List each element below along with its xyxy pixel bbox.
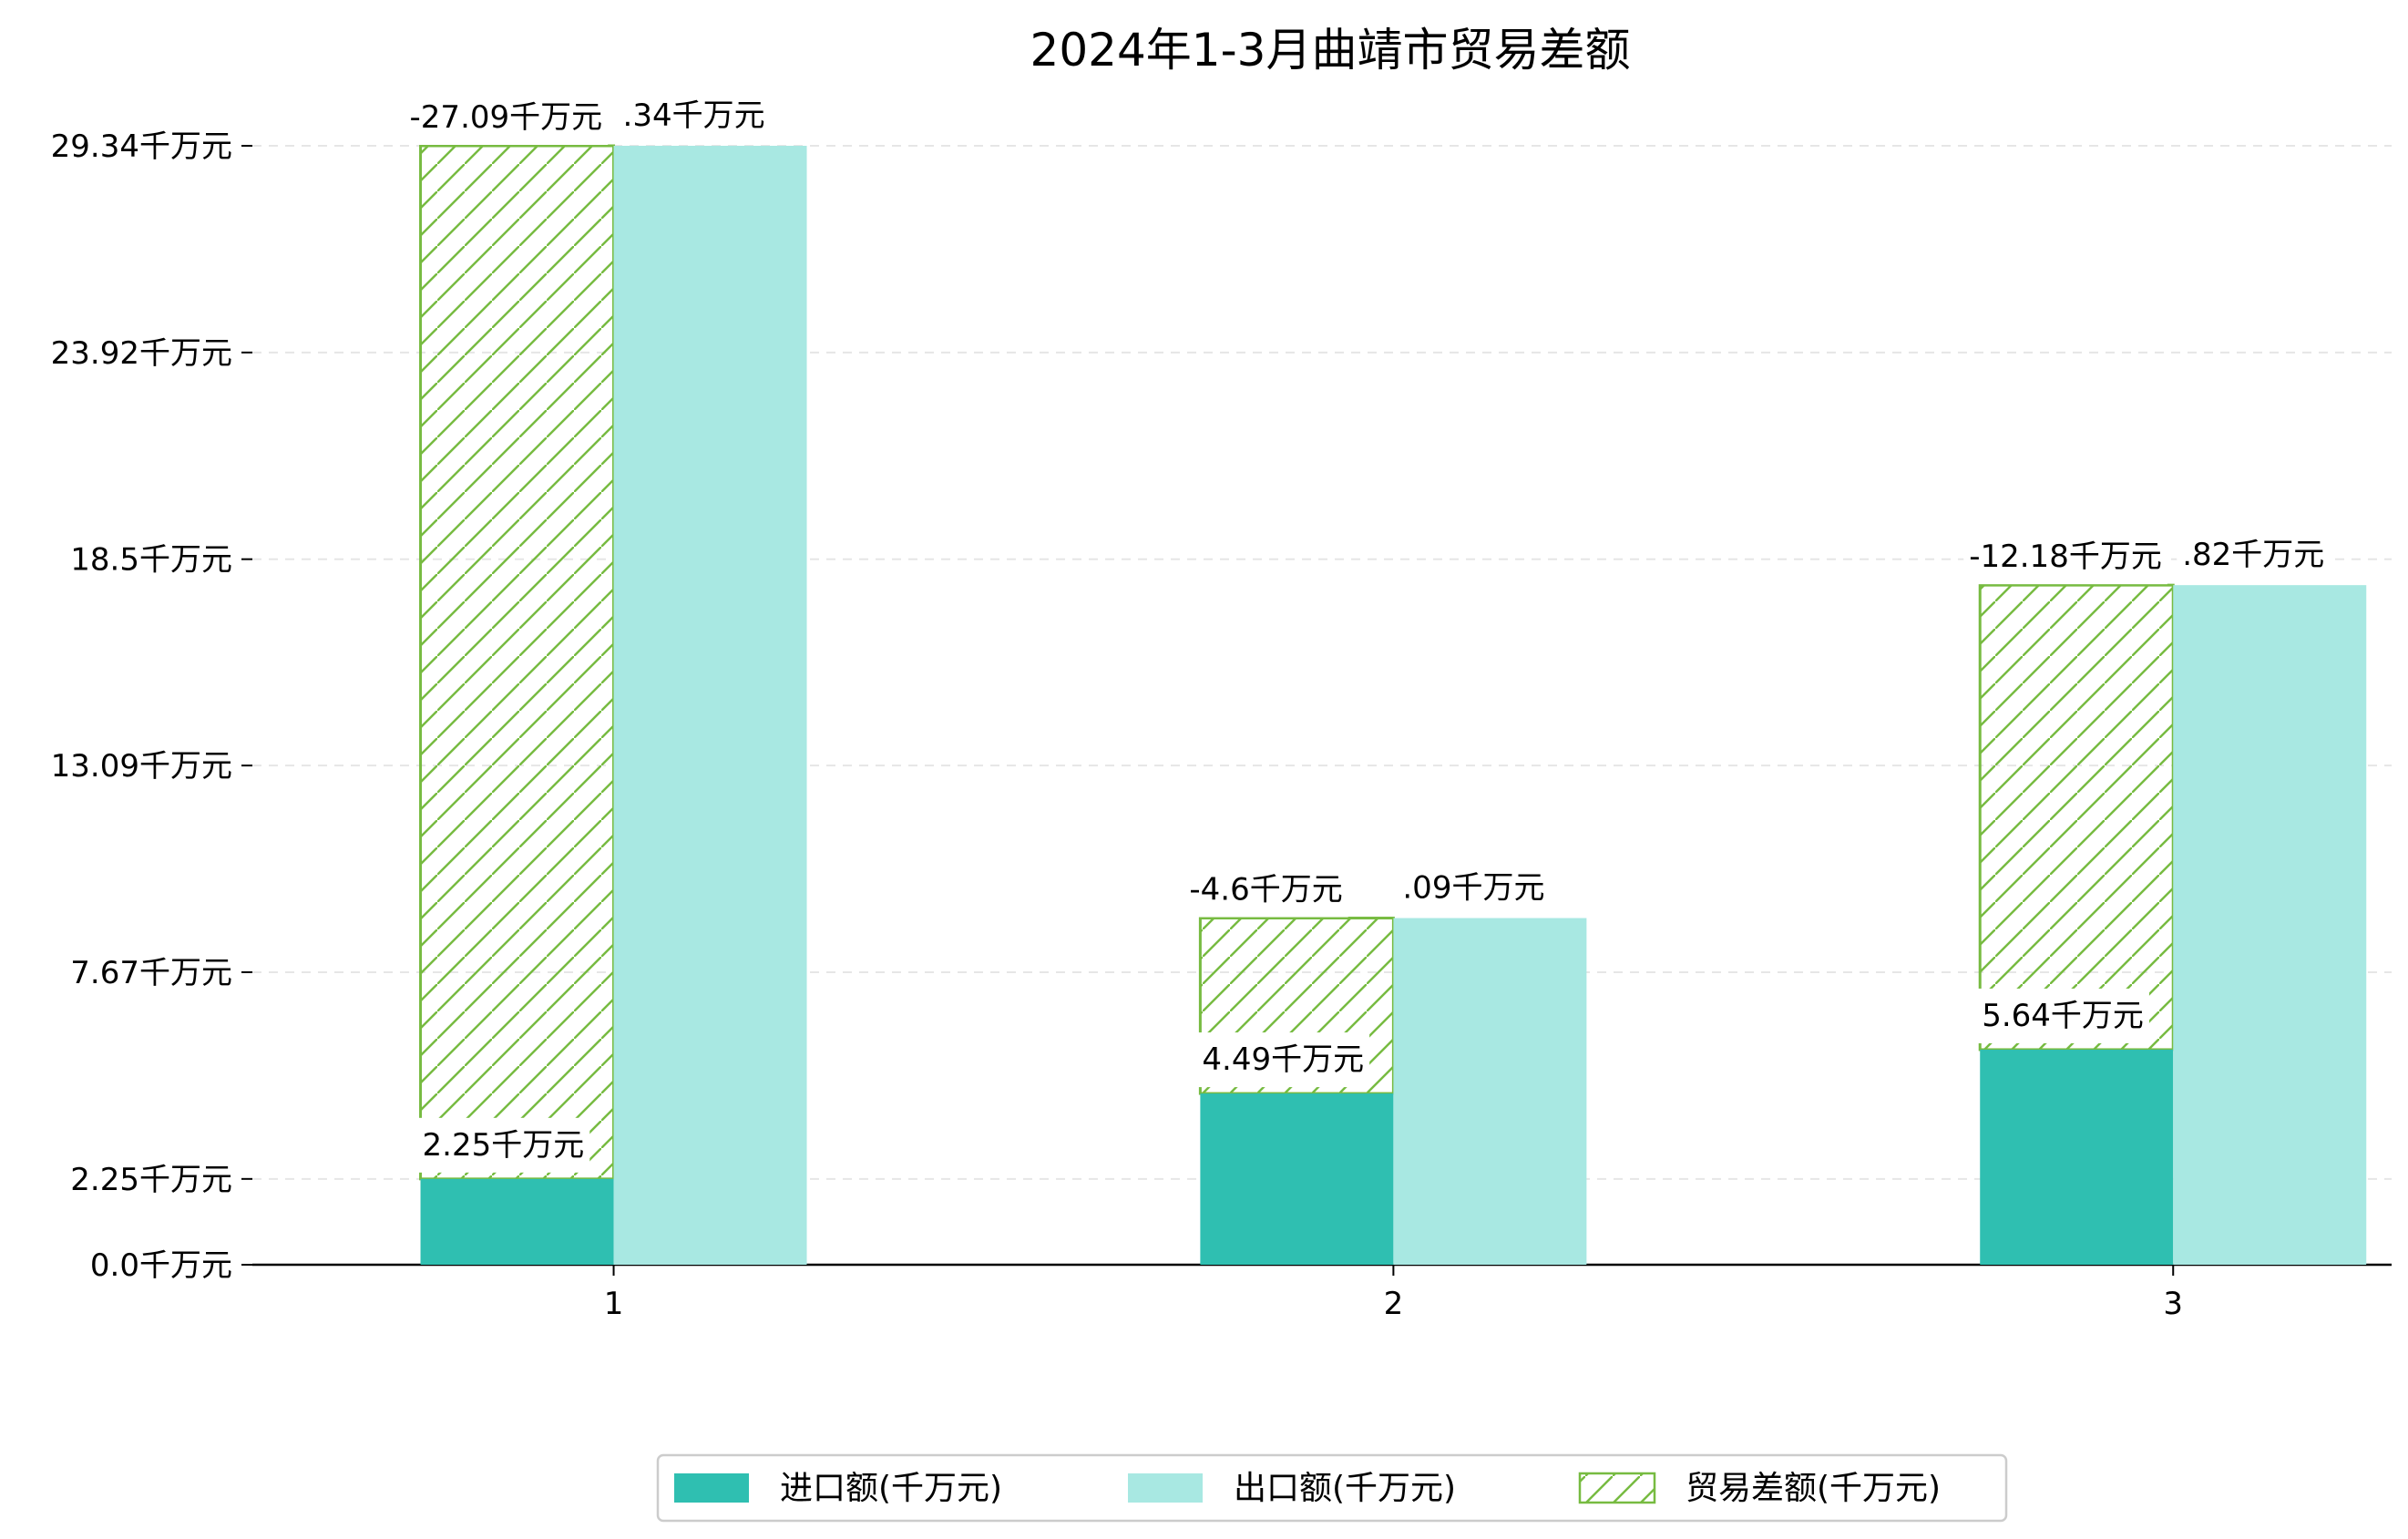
y-tick-label: 0.0千万元	[90, 1247, 232, 1284]
label-import: 4.49千万元	[1202, 1041, 1364, 1078]
x-tick-label: 1	[604, 1286, 624, 1322]
label-import-bg	[416, 1117, 590, 1173]
label-trade-balance-group: -27.09千万元	[404, 90, 609, 145]
label-import-bg	[1976, 988, 2149, 1043]
label-export-bg	[617, 88, 771, 143]
legend-label: 进口额(千万元)	[780, 1470, 1002, 1507]
label-import: 2.25千万元	[423, 1127, 585, 1164]
bar-export	[613, 146, 807, 1265]
legend-label: 贸易差额(千万元)	[1686, 1470, 1941, 1507]
label-trade-balance-bg	[404, 90, 609, 145]
label-trade-balance: -27.09千万元	[410, 99, 603, 136]
label-export-group: .09千万元	[1397, 860, 1551, 916]
data-labels: .34千万元 -27.09千万元 2.25千万元 .09千万元 -4.6千万元 4.49千…	[404, 88, 2331, 1173]
bar-import	[420, 1178, 614, 1265]
y-tick-label: 23.92千万元	[51, 335, 232, 372]
label-import-group: 4.49千万元	[1196, 1032, 1370, 1088]
label-import-bg	[1196, 1032, 1370, 1088]
label-export-group: .34千万元	[617, 88, 771, 143]
label-export-bg	[1397, 860, 1551, 916]
bar-trade-balance	[1978, 583, 2175, 1052]
legend-swatch	[1578, 1472, 1656, 1504]
y-tick-label: 7.67千万元	[70, 955, 232, 991]
y-tick-label: 29.34千万元	[51, 128, 232, 165]
label-trade-balance-bg	[1963, 529, 2167, 585]
label-trade-balance: -12.18千万元	[1969, 539, 2162, 575]
y-tick-label: 13.09千万元	[51, 748, 232, 785]
legend-label: 出口额(千万元)	[1234, 1470, 1456, 1507]
bar-trade-balance	[419, 144, 616, 1181]
label-export: .82千万元	[2182, 537, 2324, 573]
x-tick-label: 2	[1384, 1286, 1404, 1322]
label-import-group: 5.64千万元	[1976, 988, 2149, 1043]
label-trade-balance-group: -12.18千万元	[1963, 529, 2167, 585]
chart-title: 2024年1-3月曲靖市贸易差额	[1030, 24, 1631, 77]
bar-import	[1980, 1049, 2174, 1265]
label-import: 5.64千万元	[1982, 998, 2144, 1034]
bar-export	[2173, 585, 2367, 1265]
label-trade-balance-group: -4.6千万元	[1184, 862, 1348, 918]
y-tick-label: 2.25千万元	[70, 1162, 232, 1198]
label-export-bg	[2177, 528, 2331, 583]
x-axis: 1 2 3	[252, 1263, 2392, 1322]
x-tick-label: 3	[2163, 1286, 2183, 1322]
label-trade-balance: -4.6千万元	[1189, 872, 1342, 908]
label-export: .34千万元	[623, 97, 765, 134]
label-trade-balance-bg	[1184, 862, 1348, 918]
y-axis: 0.0千万元 2.25千万元 7.67千万元 13.09千万元 18.5千万元 23.92…	[51, 128, 252, 1284]
label-import-group: 2.25千万元	[416, 1117, 590, 1173]
legend-swatch	[1128, 1473, 1203, 1503]
legend-swatch	[674, 1473, 749, 1503]
legend-box	[656, 1453, 2008, 1523]
legend: 进口额(千万元) 出口额(千万元) 贸易差额(千万元)	[656, 1453, 2008, 1523]
y-tick-label: 18.5千万元	[70, 542, 232, 579]
label-export-group: .82千万元	[2177, 528, 2331, 583]
label-export: .09千万元	[1402, 870, 1544, 907]
bars	[419, 144, 2367, 1265]
bar-export	[1393, 918, 1587, 1265]
bar-import	[1200, 1093, 1394, 1265]
